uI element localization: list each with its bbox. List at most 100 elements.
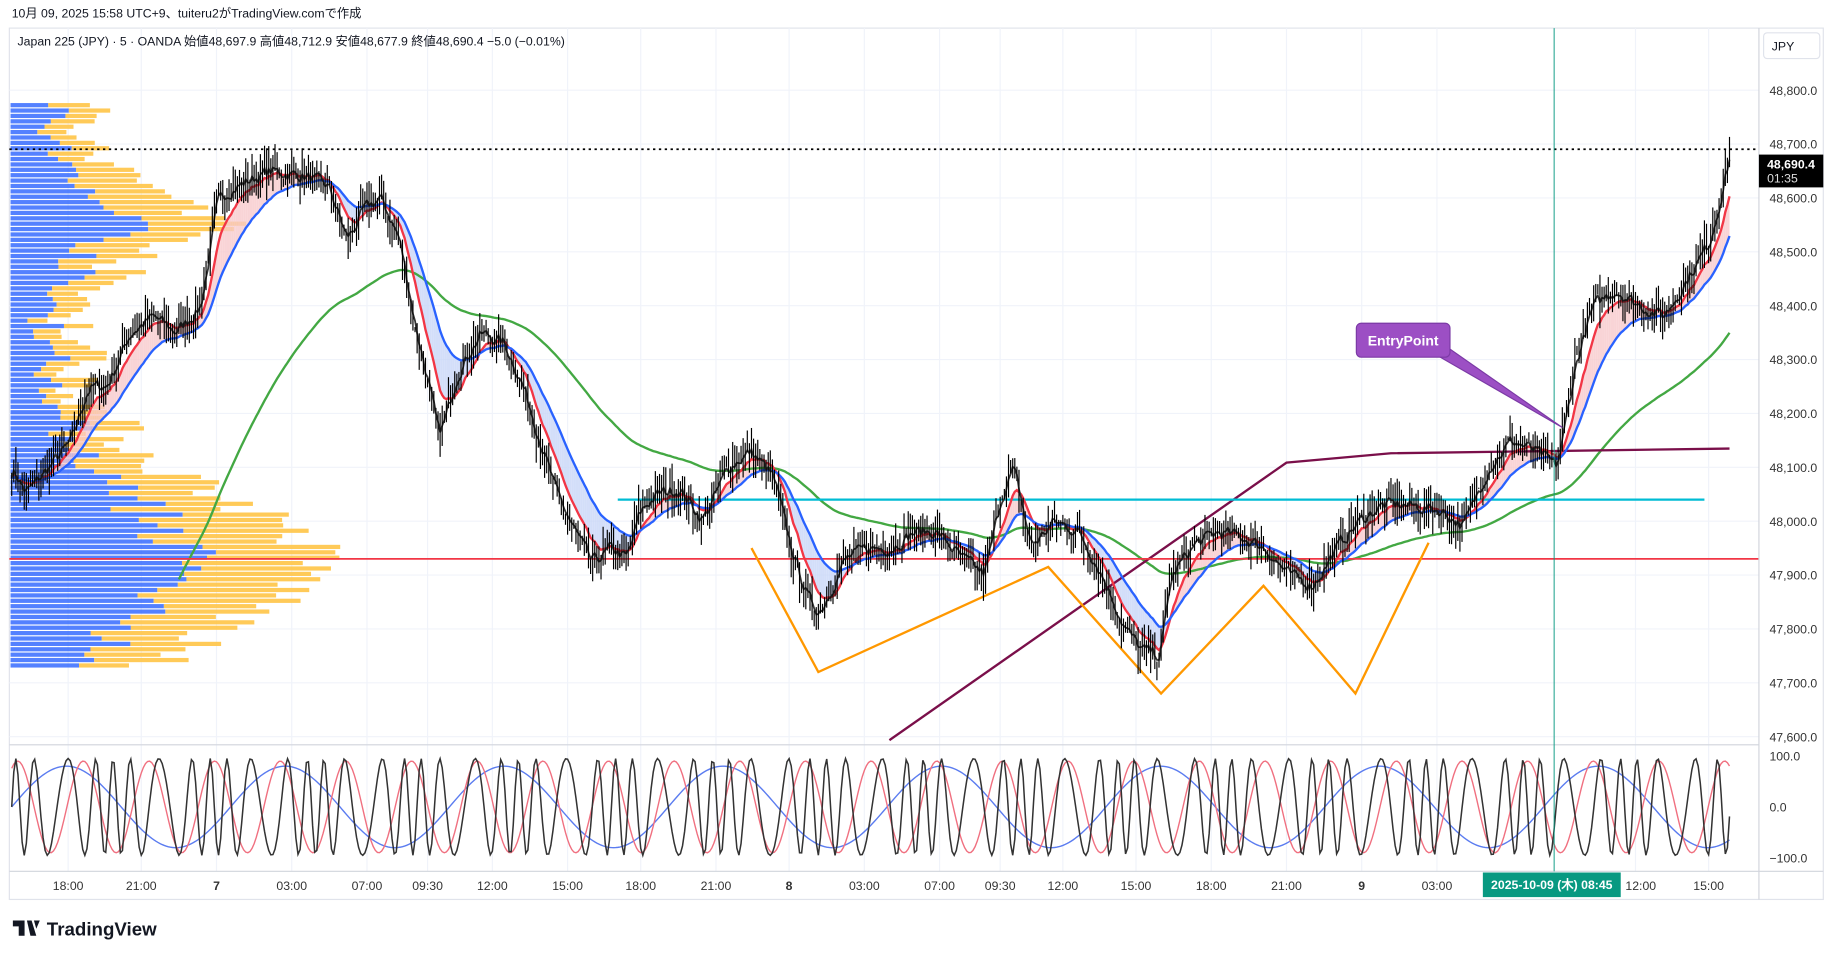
profile-bar-sell xyxy=(130,641,222,647)
ma-cloud-segment xyxy=(550,410,553,451)
profile-bar-sell xyxy=(94,469,143,474)
ma-cloud-segment xyxy=(1129,588,1132,620)
ma-cloud-segment xyxy=(235,202,238,247)
profile-bar-buy xyxy=(10,393,47,399)
ma-cloud-segment xyxy=(126,357,129,388)
profile-bar-sell xyxy=(79,663,129,668)
profile-bar-buy xyxy=(10,356,71,361)
ma-cloud-segment xyxy=(812,539,815,583)
profile-bar-buy xyxy=(10,248,70,253)
ma-cloud-segment xyxy=(1599,317,1603,368)
ma-cloud-segment xyxy=(239,196,242,239)
ma-cloud-segment xyxy=(222,224,225,272)
ma-cloud-segment xyxy=(249,186,253,223)
profile-bar-buy xyxy=(10,539,153,544)
entry-point-annotation[interactable]: EntryPoint xyxy=(1355,322,1563,428)
profile-bar-buy xyxy=(10,490,109,496)
profile-bar-sell xyxy=(84,652,161,657)
profile-bar-buy xyxy=(10,604,164,609)
time-tick-label: 18:00 xyxy=(53,879,84,893)
ma-cloud-segment xyxy=(1706,260,1709,283)
profile-bar-buy xyxy=(10,404,58,409)
ma-cloud-segment xyxy=(1115,565,1118,594)
profile-bar-sell xyxy=(138,485,215,490)
profile-bar-sell xyxy=(33,329,61,334)
ma-cloud-segment xyxy=(1125,582,1128,613)
ma-cloud-segment xyxy=(1140,604,1143,635)
price-axis[interactable]: 48,800.0 48,700.0 48,600.0 48,500.0 48,400.0… xyxy=(1769,84,1817,866)
time-axis[interactable]: 18:00 21:00 7 03:00 07:00 09:30 12:00 15:00 18:0… xyxy=(53,879,1724,893)
profile-bar-buy xyxy=(10,334,34,339)
profile-bar-buy xyxy=(10,140,60,145)
ma-cloud-segment xyxy=(149,325,152,355)
profile-bar-sell xyxy=(87,194,172,199)
ma-cloud-segment xyxy=(555,419,558,462)
profile-bar-buy xyxy=(10,474,122,479)
time-tick-label: 12:00 xyxy=(1625,879,1656,893)
ma-cloud-segment xyxy=(814,544,817,589)
ma-cloud-segment xyxy=(586,488,589,533)
profile-bar-buy xyxy=(10,178,68,183)
profile-bar-sell xyxy=(165,609,270,614)
profile-bar-buy xyxy=(10,302,57,307)
profile-bar-buy xyxy=(10,253,97,259)
profile-bar-sell xyxy=(121,474,201,479)
profile-bar-sell xyxy=(90,631,188,636)
profile-bar-buy xyxy=(10,410,61,415)
profile-bar-sell xyxy=(59,140,95,145)
ma-cloud-segment xyxy=(1507,454,1511,479)
profile-bar-sell xyxy=(113,210,182,216)
time-tick-label: 15:00 xyxy=(552,879,583,893)
profile-bar-sell xyxy=(46,361,80,366)
profile-bar-buy xyxy=(10,641,131,647)
ma-cloud-segment xyxy=(569,453,572,501)
profile-bar-buy xyxy=(10,620,121,625)
ma-cloud-segment xyxy=(132,347,136,378)
ma-cloud-segment xyxy=(1727,196,1730,242)
profile-bar-sell xyxy=(201,566,331,571)
oscillator-pane xyxy=(10,755,1731,859)
profile-bar-sell xyxy=(73,437,124,442)
profile-bar-buy xyxy=(10,124,45,129)
ma-cloud-segment xyxy=(107,390,110,414)
profile-bar-buy xyxy=(10,437,74,442)
profile-bar-buy xyxy=(10,189,96,194)
ma-cloud-segment xyxy=(1593,330,1596,383)
profile-bar-buy xyxy=(10,631,91,636)
ma-cloud-segment xyxy=(231,209,234,255)
symbol-legend[interactable]: Japan 225 (JPY) · 5 · OANDA 始値48,697.9 高… xyxy=(18,34,565,49)
ma-cloud-segment xyxy=(567,449,570,496)
ma-cloud-segment xyxy=(350,202,353,221)
profile-bar-sell xyxy=(60,410,108,415)
profile-bar-sell xyxy=(38,388,56,393)
ma-cloud-segment xyxy=(438,322,441,391)
profile-bar-buy xyxy=(10,146,72,151)
ma-cloud-segment xyxy=(233,207,236,251)
profile-bar-sell xyxy=(183,528,309,533)
ma-cloud-segment xyxy=(552,415,556,457)
price-tick-label: 47,800.0 xyxy=(1769,623,1817,637)
profile-bar-buy xyxy=(10,431,49,436)
profile-bar-sell xyxy=(54,350,107,356)
ma-cloud-segment xyxy=(822,560,825,599)
ma-cloud-segment xyxy=(820,556,823,598)
profile-bar-sell xyxy=(152,539,277,544)
profile-bar-buy xyxy=(10,216,142,221)
ma-cloud-segment xyxy=(122,364,125,394)
profile-bar-sell xyxy=(93,426,144,431)
tradingview-logo[interactable]: TradingView xyxy=(12,919,157,940)
ma-cloud-segment xyxy=(557,424,560,468)
profile-bar-sell xyxy=(148,226,234,232)
ma-cloud-segment xyxy=(1217,537,1220,558)
profile-bar-sell xyxy=(163,604,257,609)
ma-cloud-segment xyxy=(807,530,811,571)
ma-cloud-segment xyxy=(1716,236,1720,267)
profile-bar-buy xyxy=(10,663,80,668)
currency-label: JPY xyxy=(1772,39,1795,53)
currency-button[interactable] xyxy=(1763,32,1821,60)
annotation-box[interactable] xyxy=(1355,322,1451,358)
ma-cloud-segment xyxy=(588,493,591,538)
profile-bar-buy xyxy=(10,259,59,264)
profile-bar-buy xyxy=(10,652,85,657)
